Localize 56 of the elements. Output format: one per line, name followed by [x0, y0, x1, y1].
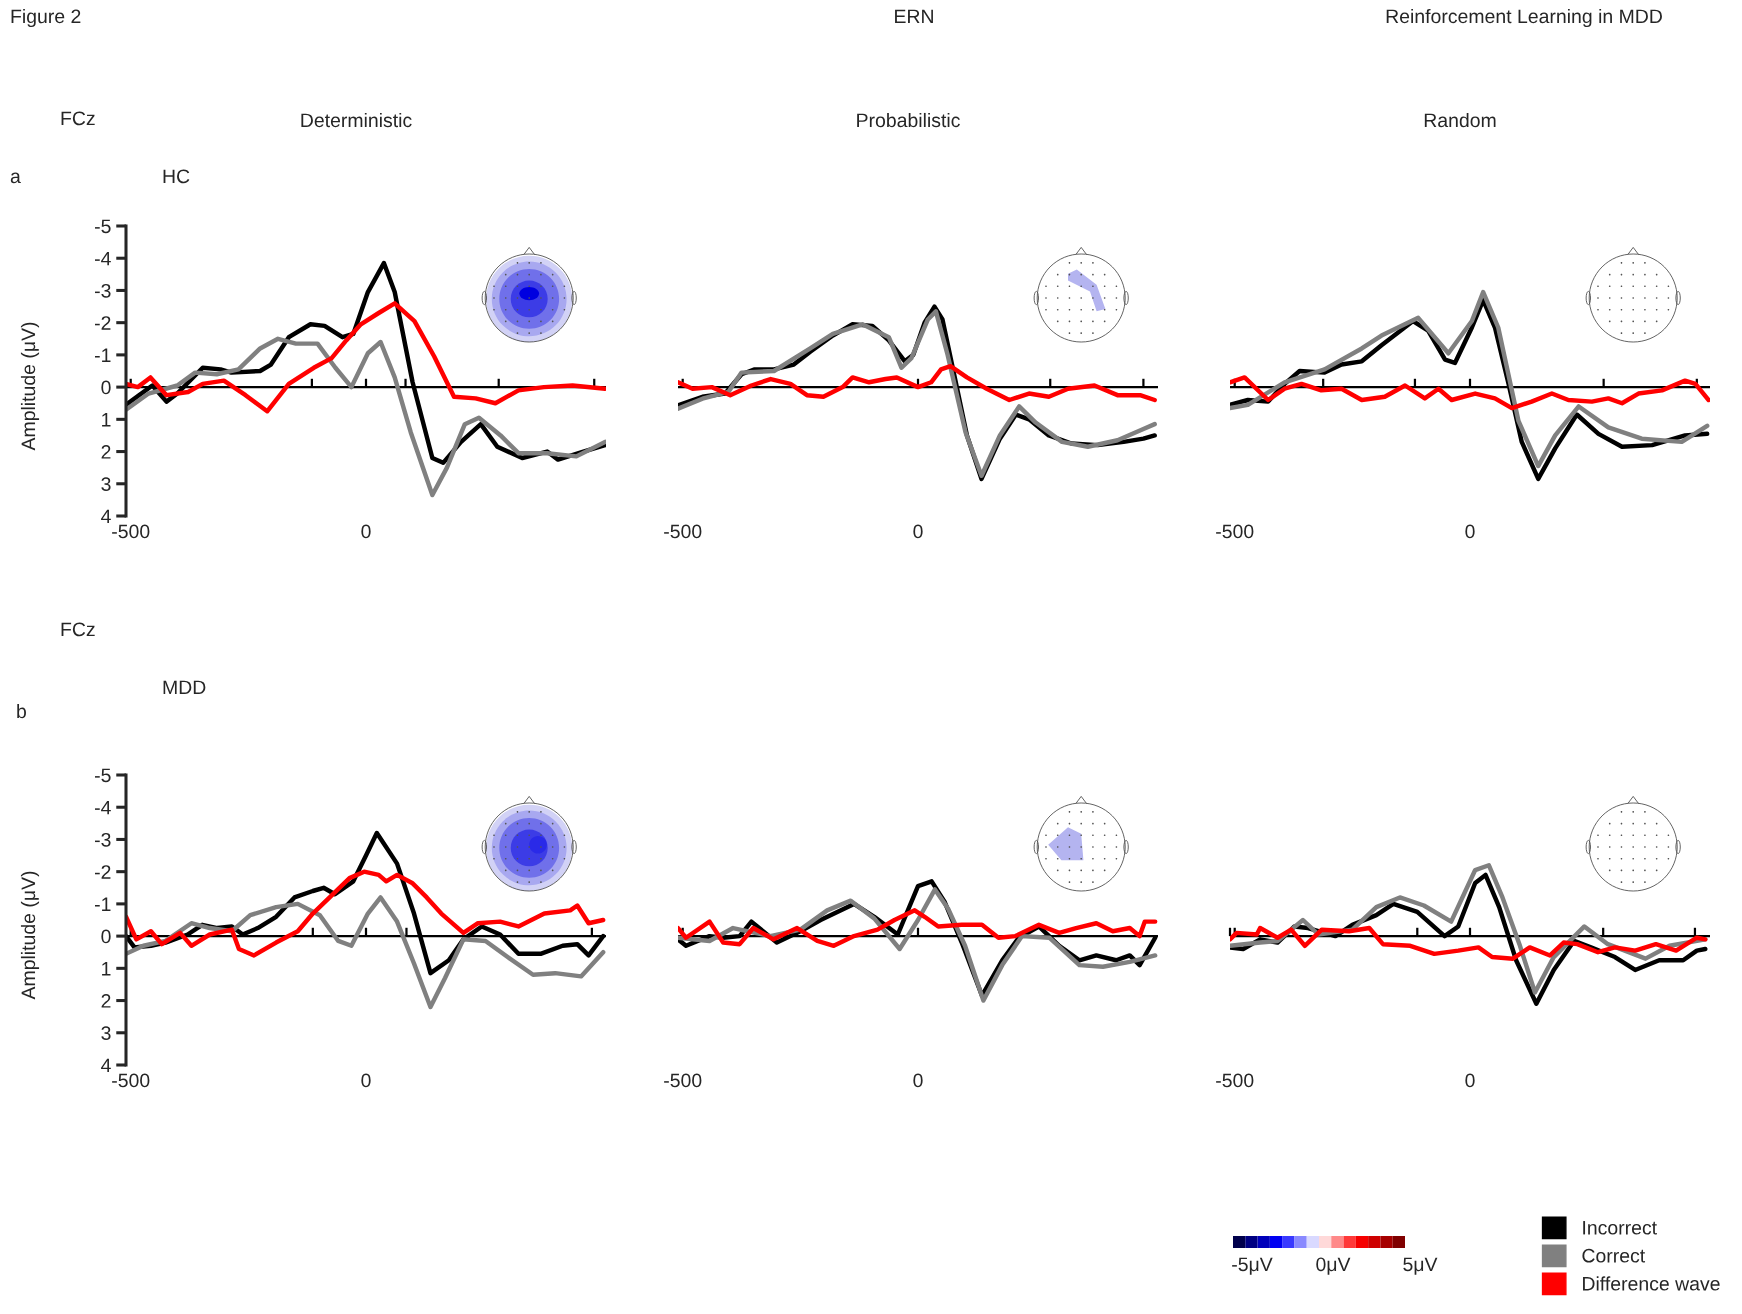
y-tick-label: -1	[94, 348, 111, 362]
text: MDD	[163, 680, 206, 695]
y-tick-label: -5	[94, 768, 111, 783]
y-tick-label: 2	[101, 445, 111, 459]
caption: Figure 2	[11, 8, 81, 28]
text: FCz	[61, 111, 95, 126]
y-tick-label: 3	[101, 477, 111, 492]
x-tick-label: -500	[112, 1073, 150, 1088]
y-tick-label: -4	[94, 800, 111, 815]
y-tick-label: -3	[94, 283, 111, 298]
line-series	[126, 301, 606, 414]
y-tick-label: 0	[101, 929, 111, 944]
line-series	[126, 869, 606, 958]
line-series	[126, 895, 606, 1010]
text: a	[10, 172, 21, 184]
text: FCz	[61, 622, 95, 637]
y-tick-label: -4	[94, 251, 111, 266]
y-tick-label: 2	[101, 994, 111, 1008]
text: b	[17, 703, 26, 719]
y-axis-title: Amplitude (μV)	[20, 322, 40, 451]
text: Reinforcement Learning in MDD	[1386, 8, 1662, 28]
chart-title: Probabilistic	[857, 112, 960, 128]
x-tick-label: 0	[1465, 1073, 1475, 1088]
y-tick-label: 1	[102, 413, 111, 427]
line-series	[126, 336, 606, 498]
legend-label: Difference wave	[1583, 1276, 1720, 1291]
x-tick-label: -500	[664, 524, 702, 539]
x-tick-label: 0	[1465, 524, 1475, 539]
x-tick-label: -500	[112, 524, 150, 539]
y-tick-label: 0	[101, 380, 111, 395]
x-tick-label: -500	[1216, 1073, 1254, 1088]
text: HC	[163, 169, 190, 184]
chart-title: Deterministic	[301, 112, 412, 128]
y-tick-label: -2	[94, 316, 111, 330]
text: -5μV	[1232, 1257, 1273, 1275]
x-tick-label: 0	[913, 1073, 923, 1088]
text: 5μV	[1403, 1257, 1438, 1275]
x-tick-label: 0	[913, 524, 923, 539]
y-axis-title: Amplitude (μV)	[20, 871, 40, 1000]
x-tick-label: 0	[361, 1073, 371, 1088]
text: 0μV	[1316, 1257, 1351, 1275]
x-tick-label: 0	[361, 524, 371, 539]
y-tick-label: -5	[94, 219, 111, 234]
x-tick-label: -500	[1216, 524, 1254, 539]
legend-label: Incorrect	[1583, 1221, 1657, 1235]
y-tick-label: 4	[101, 1058, 111, 1073]
chart-title: Random	[1424, 112, 1496, 128]
y-tick-label: 1	[102, 962, 111, 976]
text: ERN	[895, 9, 933, 24]
x-tick-label: -500	[664, 1073, 702, 1088]
y-tick-label: -3	[94, 832, 111, 847]
y-tick-label: 4	[101, 509, 111, 524]
y-tick-label: 3	[101, 1026, 111, 1041]
y-tick-label: -1	[94, 897, 111, 911]
y-tick-label: -2	[94, 865, 111, 879]
legend-label: Correct	[1582, 1248, 1646, 1263]
